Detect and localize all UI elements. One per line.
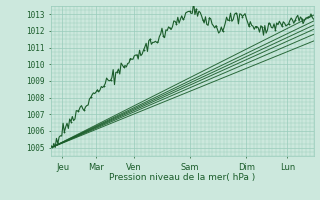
X-axis label: Pression niveau de la mer( hPa ): Pression niveau de la mer( hPa ): [109, 173, 256, 182]
